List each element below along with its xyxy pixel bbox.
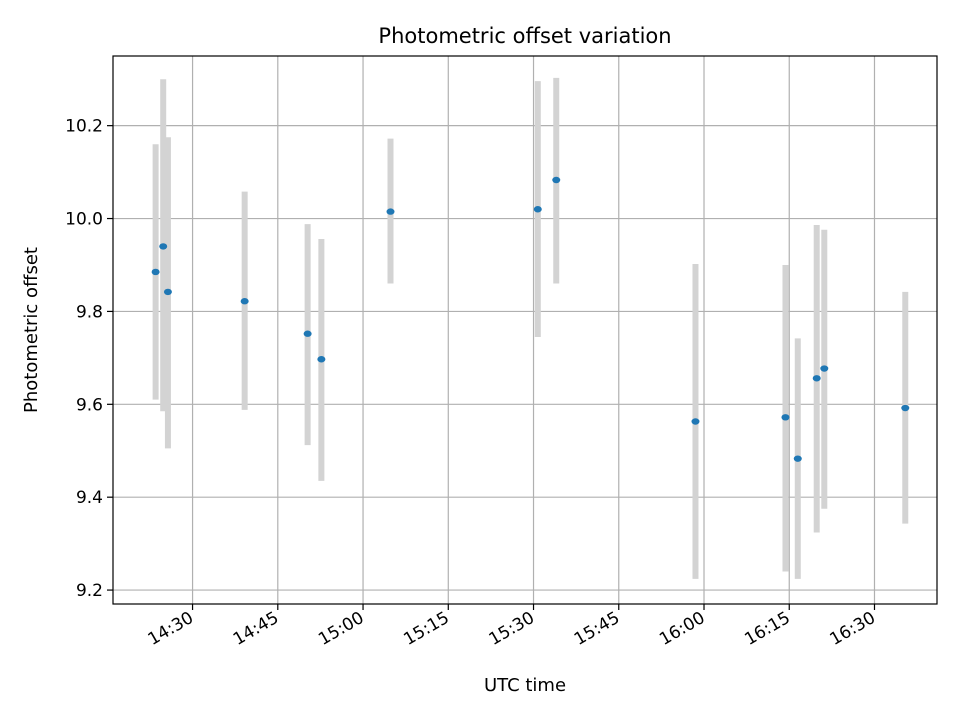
x-tick-label: 16:00	[656, 608, 708, 650]
y-tick-label: 9.6	[76, 395, 103, 415]
x-tick-label: 15:00	[315, 608, 367, 650]
data-point	[303, 330, 312, 337]
data-point	[820, 365, 829, 372]
data-point	[901, 404, 910, 412]
y-axis-title: Photometric offset	[21, 247, 42, 413]
data-point	[159, 243, 168, 250]
data-point	[781, 414, 790, 421]
y-tick-label: 9.2	[76, 581, 103, 601]
data-point	[151, 268, 160, 276]
x-tick-label: 15:30	[486, 608, 538, 650]
x-tick-label: 16:15	[741, 608, 793, 650]
y-tick-label: 9.4	[76, 488, 103, 508]
grid	[113, 56, 937, 604]
x-tick-label: 14:45	[230, 608, 282, 650]
chart-title: Photometric offset variation	[378, 24, 671, 48]
data-point	[533, 206, 542, 213]
x-tick-label: 15:45	[571, 608, 623, 650]
data-point	[793, 455, 802, 462]
x-axis-title: UTC time	[484, 675, 566, 696]
x-tick-label: 14:30	[145, 608, 197, 650]
y-tick-label: 10.0	[65, 210, 103, 230]
data-point	[163, 288, 172, 296]
data-point	[552, 176, 561, 184]
data-point	[317, 356, 326, 363]
plot-frame	[112, 55, 938, 605]
data-point	[812, 375, 821, 382]
y-tick-label: 9.8	[76, 302, 103, 322]
y-axis-ticks: 9.2 9.4 9.6 9.8 10.0 10.2	[65, 117, 113, 601]
data-point	[691, 418, 700, 425]
x-tick-label: 15:15	[400, 608, 452, 650]
x-axis-ticks: 14:30 14:45 15:00 15:15 15:30 15:45 16:00 16:15…	[145, 604, 879, 650]
x-tick-label: 16:30	[827, 608, 879, 650]
data-point	[386, 208, 395, 215]
errorbars	[152, 77, 909, 579]
y-tick-label: 10.2	[65, 117, 103, 137]
data-point	[240, 298, 249, 305]
data-points	[151, 176, 910, 462]
